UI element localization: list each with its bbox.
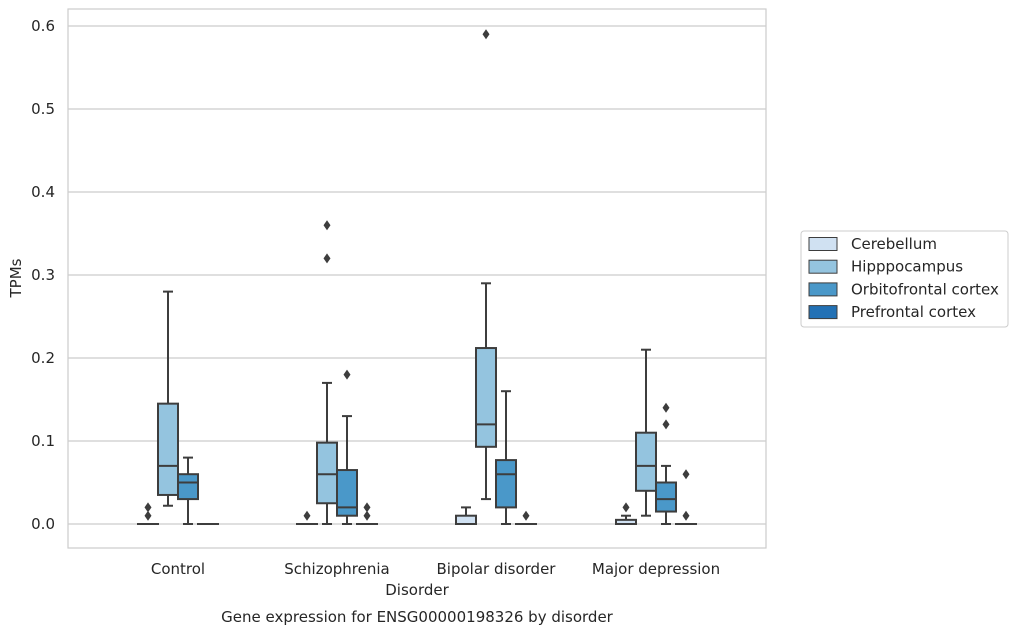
y-tick-label: 0.0 [31, 515, 55, 533]
box [178, 474, 198, 499]
legend-label: Prefrontal cortex [851, 303, 976, 321]
box [456, 516, 476, 524]
x-tick-label: Control [151, 560, 205, 578]
chart-caption: Gene expression for ENSG00000198326 by d… [221, 608, 614, 626]
y-tick-label: 0.1 [31, 432, 55, 450]
y-axis-ticks: 0.0 0.1 0.2 0.3 0.4 0.5 0.6 [31, 17, 55, 533]
x-axis-label: Disorder [385, 581, 449, 599]
legend-swatch [809, 260, 837, 273]
y-tick-label: 0.2 [31, 349, 55, 367]
legend-swatch [809, 238, 837, 251]
x-axis-ticks: Control Schizophrenia Bipolar disorder Majo… [151, 560, 720, 578]
y-tick-label: 0.5 [31, 100, 55, 118]
y-axis-label: TPMs [7, 258, 25, 298]
box [317, 443, 337, 504]
y-tick-label: 0.4 [31, 183, 55, 201]
box [656, 483, 676, 512]
box [496, 460, 516, 507]
y-tick-label: 0.6 [31, 17, 55, 35]
legend-swatch [809, 283, 837, 296]
box [158, 404, 178, 495]
y-tick-label: 0.3 [31, 266, 55, 284]
x-tick-label: Schizophrenia [284, 560, 389, 578]
legend-label: Hipppocampus [851, 258, 963, 276]
legend-swatch [809, 306, 837, 319]
box [476, 348, 496, 447]
x-tick-label: Bipolar disorder [437, 560, 557, 578]
box [636, 433, 656, 491]
legend-label: Cerebellum [851, 235, 937, 253]
x-tick-label: Major depression [592, 560, 720, 578]
box [337, 470, 357, 516]
legend-label: Orbitofrontal cortex [851, 280, 999, 298]
legend: Cerebellum Hipppocampus Orbitofrontal cort… [801, 231, 1008, 327]
